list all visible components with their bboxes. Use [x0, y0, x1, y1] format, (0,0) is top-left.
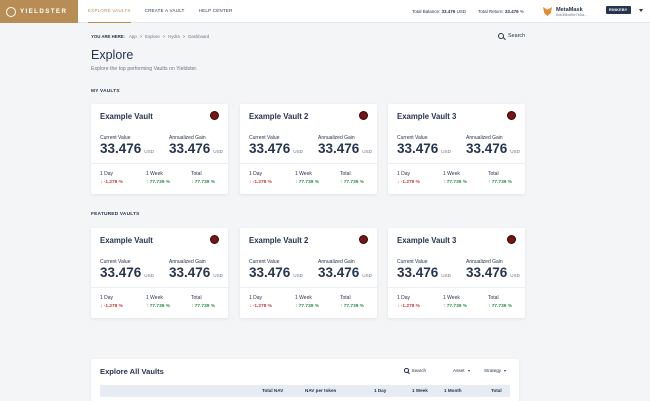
total-change: ↑ 77.739 % [340, 304, 365, 309]
top-bar: YIELDSTER EXPLORE VAULTS CREATE A VAULT … [0, 0, 650, 23]
nav-create-vault[interactable]: CREATE A VAULT [144, 8, 185, 13]
week-change: ↑ 77.739 % [146, 180, 171, 185]
current-value: 33.476 USD [100, 141, 154, 156]
total-return: Total Return: 33.476 % [478, 9, 524, 14]
brand-logo[interactable]: YIELDSTER [0, 0, 78, 23]
section-my-vaults: MY VAULTS [91, 89, 120, 94]
chevron-down-icon [504, 369, 507, 372]
week-change: ↑ 77.739 % [295, 180, 320, 185]
day-change: ↓ -1.278 % [249, 180, 272, 185]
explore-all-vaults-panel: Explore All Vaults Search Asset Strategy… [91, 359, 519, 401]
breadcrumb-explore[interactable]: Explore [145, 34, 160, 39]
wallet-name: MetaMask [556, 6, 583, 13]
breadcrumb-app[interactable]: App [128, 34, 137, 39]
week-change: ↑ 77.739 % [443, 304, 468, 309]
brand-name: YIELDSTER [20, 8, 68, 15]
network-badge: RINKEBY [606, 6, 631, 14]
vault-card[interactable]: Example Vault Current Value Annualized G… [91, 228, 228, 318]
col-total-nav[interactable]: Total NAV [262, 388, 284, 393]
search-button[interactable]: Search [498, 33, 525, 39]
annualized-gain: 33.476 USD [318, 265, 372, 280]
vault-card[interactable]: Example Vault Current Value Annualized G… [91, 104, 228, 194]
vault-name: Example Vault 3 [397, 236, 457, 245]
breadcrumb-hydra[interactable]: Hydra [168, 34, 180, 39]
vault-name: Example Vault [100, 236, 153, 245]
vault-logo-icon [359, 235, 368, 244]
wallet-address: 0xb35bcf5e7b0a... [556, 12, 588, 17]
day-change: ↓ -1.278 % [397, 304, 420, 309]
vault-card[interactable]: Example Vault 2 Current Value Annualized… [240, 104, 377, 194]
section-featured-vaults: FEATURED VAULTS [91, 212, 140, 217]
current-value: 33.476 USD [249, 265, 303, 280]
vault-logo-icon [359, 111, 368, 120]
total-return-value: 33.476 [504, 9, 519, 14]
vault-logo-icon [507, 235, 516, 244]
breadcrumb: YOU ARE HERE: App > Explore > Hydra > Da… [91, 34, 210, 39]
yieldster-logo-icon [6, 6, 16, 17]
vault-name: Example Vault 2 [249, 112, 309, 121]
chevron-down-icon[interactable] [639, 9, 643, 12]
vault-card[interactable]: Example Vault 3 Current Value Annualized… [388, 228, 525, 318]
vault-name: Example Vault 2 [249, 236, 309, 245]
total-balance: Total Balance: 33.476 USD [412, 9, 467, 14]
col-nav-per-token[interactable]: NAV per token [305, 388, 337, 393]
vault-card[interactable]: Example Vault 3 Current Value Annualized… [388, 104, 525, 194]
annualized-gain: 33.476 USD [318, 141, 372, 156]
main-nav: EXPLORE VAULTS CREATE A VAULT HELP CENTE… [88, 0, 247, 23]
current-value: 33.476 USD [249, 141, 303, 156]
page-subtitle: Explore the top performing Vaults on Yie… [91, 66, 198, 72]
explore-all-title: Explore All Vaults [100, 367, 164, 376]
nav-help-center[interactable]: HELP CENTER [198, 8, 233, 13]
col-1-week[interactable]: 1 Week [412, 388, 428, 393]
page-title: Explore [91, 48, 134, 62]
current-value: 33.476 USD [397, 265, 451, 280]
vault-name: Example Vault [100, 112, 153, 121]
total-change: ↑ 77.739 % [191, 180, 216, 185]
annualized-gain: 33.476 USD [466, 265, 520, 280]
vault-search-input[interactable]: Search [404, 368, 426, 373]
balances: Total Balance: 33.476 USD Total Return: … [412, 0, 536, 23]
week-change: ↑ 77.739 % [443, 180, 468, 185]
wallet-connection[interactable]: MetaMask 0xb35bcf5e7b0a... [543, 3, 587, 20]
vault-name: Example Vault 3 [397, 112, 457, 121]
breadcrumb-dashboard[interactable]: Dashboard [188, 34, 210, 39]
search-icon [404, 368, 409, 373]
annualized-gain: 33.476 USD [169, 265, 223, 280]
vault-logo-icon [210, 235, 219, 244]
week-change: ↑ 77.739 % [295, 304, 320, 309]
total-change: ↑ 77.739 % [488, 304, 513, 309]
day-change: ↓ -1.278 % [397, 180, 420, 185]
day-change: ↓ -1.278 % [100, 304, 123, 309]
day-change: ↓ -1.278 % [100, 180, 123, 185]
strategy-filter-dropdown[interactable]: Strategy [484, 368, 507, 373]
total-balance-value: 33.476 [441, 9, 456, 14]
vault-card[interactable]: Example Vault 2 Current Value Annualized… [240, 228, 377, 318]
total-change: ↑ 77.739 % [191, 304, 216, 309]
asset-filter-dropdown[interactable]: Asset [453, 368, 470, 373]
current-value: 33.476 USD [100, 265, 154, 280]
annualized-gain: 33.476 USD [169, 141, 223, 156]
search-icon [498, 33, 504, 39]
vault-logo-icon [507, 111, 516, 120]
total-change: ↑ 77.739 % [340, 180, 365, 185]
day-change: ↓ -1.278 % [249, 304, 272, 309]
nav-explore-vaults[interactable]: EXPLORE VAULTS [88, 0, 131, 23]
week-change: ↑ 77.739 % [146, 304, 171, 309]
metamask-fox-icon [543, 7, 552, 16]
total-change: ↑ 77.739 % [488, 180, 513, 185]
vault-logo-icon [210, 111, 219, 120]
col-1-month[interactable]: 1 Month [444, 388, 462, 393]
current-value: 33.476 USD [397, 141, 451, 156]
chevron-down-icon [467, 369, 470, 372]
col-total[interactable]: Total [491, 388, 502, 393]
annualized-gain: 33.476 USD [466, 141, 520, 156]
col-1-day[interactable]: 1 Day [374, 388, 387, 393]
vault-table-header: Total NAV NAV per token 1 Day 1 Week 1 M… [100, 385, 510, 397]
